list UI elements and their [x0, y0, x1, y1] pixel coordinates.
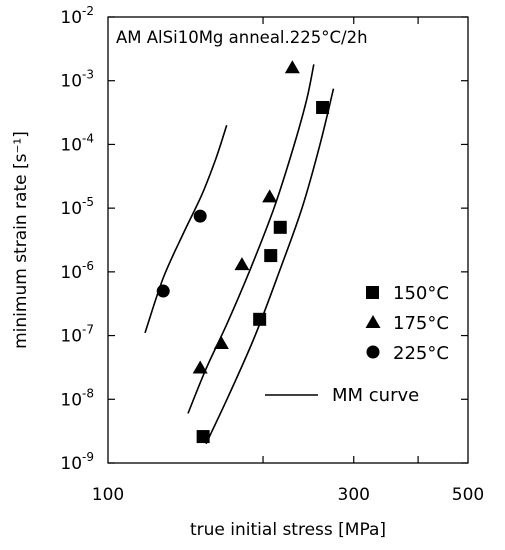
- point-175c: [192, 360, 208, 374]
- x-tick-label: 300: [338, 485, 370, 505]
- plot-frame: [107, 16, 469, 464]
- legend-label-225: 225°C: [393, 343, 449, 364]
- point-150c: [196, 430, 210, 444]
- y-tick-labels: 10-9 10-8 10-7 10-6 10-5 10-4 10-3 10-2: [60, 4, 94, 474]
- y-tick-label: 10-8: [60, 386, 94, 410]
- x-tick-labels: 100 300 500: [92, 485, 484, 505]
- point-225c: [193, 209, 207, 223]
- y-tick-label: 10-6: [60, 259, 94, 283]
- point-150c: [253, 312, 267, 326]
- y-tick-label: 10-2: [60, 4, 94, 28]
- data-points: [156, 60, 330, 444]
- chart-title: AM AlSi10Mg anneal.225°C/2h: [116, 28, 368, 47]
- legend-marker-225: [366, 345, 380, 359]
- point-150c: [316, 100, 330, 114]
- mm-curve: [144, 124, 228, 334]
- point-175c: [262, 189, 278, 203]
- legend-marker-175: [365, 315, 381, 328]
- legend: 150°C 175°C 225°C MM curve: [265, 283, 449, 406]
- point-175c: [284, 60, 300, 74]
- point-175c: [234, 257, 250, 271]
- point-225c: [156, 284, 170, 298]
- legend-label-mm: MM curve: [332, 385, 419, 406]
- x-tick-label: 500: [452, 485, 484, 505]
- legend-marker-150: [366, 286, 379, 299]
- axis-ticks: [108, 16, 468, 464]
- y-tick-label: 10-4: [60, 131, 94, 155]
- y-tick-label: 10-7: [60, 323, 94, 347]
- y-tick-label: 10-9: [60, 450, 94, 474]
- y-axis-title: minimum strain rate [s⁻¹]: [11, 131, 31, 349]
- point-150c: [273, 220, 287, 234]
- point-150c: [264, 249, 278, 263]
- y-tick-label: 10-3: [60, 68, 94, 92]
- x-tick-label: 100: [92, 485, 124, 505]
- legend-label-150: 150°C: [393, 283, 449, 304]
- point-175c: [213, 336, 229, 350]
- mm-curve: [205, 88, 335, 445]
- mm-curve: [187, 64, 315, 414]
- legend-label-175: 175°C: [393, 313, 449, 334]
- x-axis-title: true initial stress [MPa]: [190, 520, 386, 540]
- y-tick-label: 10-5: [60, 195, 94, 219]
- mm-curves: [144, 64, 335, 445]
